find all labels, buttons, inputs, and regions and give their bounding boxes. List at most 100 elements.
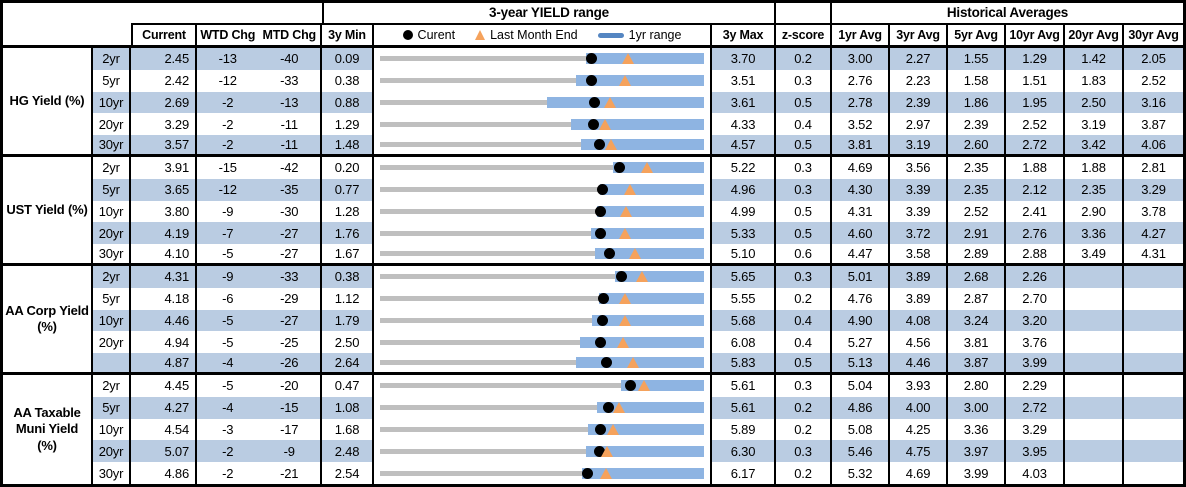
avg-value: 4.46 bbox=[890, 353, 948, 375]
header-empty-corner bbox=[3, 3, 131, 48]
range-bar-1yr bbox=[547, 96, 705, 108]
yield-range-chart bbox=[374, 331, 712, 354]
last-month-end-triangle-icon bbox=[619, 75, 632, 87]
avg-value: 5.32 bbox=[832, 462, 890, 484]
avg-value: 4.03 bbox=[1006, 462, 1065, 484]
range-track-3y bbox=[380, 448, 704, 454]
avg-value: 3.00 bbox=[832, 48, 890, 70]
range-bar-1yr bbox=[587, 423, 705, 435]
wtd-chg-value: -2 bbox=[222, 443, 234, 459]
column-header-10yr-avg: 10yr Avg bbox=[1006, 23, 1065, 48]
min-3y-value: 0.09 bbox=[322, 48, 374, 70]
range-bar-1yr bbox=[599, 293, 705, 305]
current-dot-icon bbox=[625, 380, 637, 392]
avg-value bbox=[1124, 353, 1183, 375]
mtd-chg-value: -27 bbox=[280, 225, 299, 241]
avg-value: 3.19 bbox=[890, 135, 948, 157]
last-month-end-triangle-icon bbox=[618, 314, 631, 326]
avg-value: 3.95 bbox=[1006, 440, 1065, 463]
avg-value: 3.58 bbox=[890, 244, 948, 266]
table-grid: 3-year YIELD range Historical Averages C… bbox=[3, 3, 1183, 484]
avg-value: 3.81 bbox=[948, 331, 1006, 354]
range-track-3y bbox=[380, 296, 704, 302]
range-track-3y bbox=[380, 142, 704, 148]
min-3y-value: 1.29 bbox=[322, 113, 374, 136]
current-value: 3.91 bbox=[131, 156, 197, 179]
mtd-chg-value: -20 bbox=[280, 378, 299, 394]
avg-value: 4.76 bbox=[832, 287, 890, 310]
avg-value: 4.56 bbox=[890, 331, 948, 354]
avg-value: 4.90 bbox=[832, 309, 890, 332]
min-3y-value: 0.47 bbox=[322, 374, 374, 397]
max-3y-value: 4.99 bbox=[712, 200, 776, 223]
avg-value: 2.78 bbox=[832, 91, 890, 114]
avg-value bbox=[1065, 265, 1124, 288]
wtd-chg-value: -13 bbox=[218, 51, 237, 67]
avg-value: 3.89 bbox=[890, 265, 948, 288]
avg-value: 4.27 bbox=[1124, 222, 1183, 245]
wtd-mtd-cell: -2 -13 bbox=[197, 91, 322, 114]
current-dot-icon bbox=[596, 314, 608, 326]
z-score-value: 0.3 bbox=[776, 156, 832, 179]
avg-value: 2.76 bbox=[832, 69, 890, 92]
yield-range-chart bbox=[374, 418, 712, 441]
tenor-label: 5yr bbox=[93, 178, 131, 201]
row-group-label: UST Yield (%) bbox=[3, 156, 93, 266]
avg-value: 5.27 bbox=[832, 331, 890, 354]
avg-value: 2.29 bbox=[1006, 374, 1065, 397]
wtd-mtd-cell: -9 -33 bbox=[197, 265, 322, 288]
avg-value: 3.16 bbox=[1124, 91, 1183, 114]
current-value: 4.27 bbox=[131, 396, 197, 419]
wtd-chg-value: -12 bbox=[218, 73, 237, 89]
avg-value: 5.46 bbox=[832, 440, 890, 463]
range-bar-icon bbox=[597, 32, 624, 38]
yield-range-chart bbox=[374, 309, 712, 332]
wtd-chg-value: -5 bbox=[222, 246, 234, 262]
avg-value: 1.51 bbox=[1006, 69, 1065, 92]
column-header-30yr-avg: 30yr Avg bbox=[1124, 23, 1183, 48]
avg-value: 1.88 bbox=[1006, 156, 1065, 179]
wtd-mtd-cell: -7 -27 bbox=[197, 222, 322, 245]
current-dot-icon bbox=[597, 184, 609, 196]
mtd-chg-value: -13 bbox=[280, 94, 299, 110]
current-value: 3.80 bbox=[131, 200, 197, 223]
wtd-chg-value: -2 bbox=[222, 116, 234, 132]
row-group-label: HG Yield (%) bbox=[3, 48, 93, 157]
min-3y-value: 1.12 bbox=[322, 287, 374, 310]
avg-value: 4.75 bbox=[890, 440, 948, 463]
tenor-label: 20yr bbox=[93, 113, 131, 136]
mtd-chg-value: -25 bbox=[280, 334, 299, 350]
min-3y-value: 2.54 bbox=[322, 462, 374, 484]
avg-value: 3.56 bbox=[890, 156, 948, 179]
yield-range-chart bbox=[374, 440, 712, 463]
tenor-label: 30yr bbox=[93, 462, 131, 484]
current-value: 4.45 bbox=[131, 374, 197, 397]
range-bar-1yr bbox=[585, 53, 705, 65]
mtd-chg-value: -21 bbox=[280, 465, 299, 481]
current-value: 4.31 bbox=[131, 265, 197, 288]
current-value: 4.19 bbox=[131, 222, 197, 245]
z-score-value: 0.4 bbox=[776, 309, 832, 332]
yield-range-chart bbox=[374, 353, 712, 375]
column-header-1yr-avg: 1yr Avg bbox=[832, 23, 890, 48]
mtd-chg-value: -27 bbox=[280, 312, 299, 328]
last-month-end-triangle-icon bbox=[599, 467, 612, 479]
avg-value: 3.87 bbox=[1141, 116, 1166, 132]
tenor-label: 10yr bbox=[93, 418, 131, 441]
current-dot-icon bbox=[601, 357, 612, 369]
current-dot-icon bbox=[581, 467, 593, 479]
avg-value: 4.47 bbox=[832, 244, 890, 266]
range-bar-1yr bbox=[613, 162, 705, 174]
z-score-value: 0.5 bbox=[776, 91, 832, 114]
avg-value: 2.81 bbox=[1141, 160, 1166, 176]
min-3y-value: 1.67 bbox=[322, 244, 374, 266]
avg-value: 2.90 bbox=[1065, 200, 1124, 223]
wtd-mtd-cell: -4 -26 bbox=[197, 353, 322, 375]
avg-value: 3.49 bbox=[1065, 244, 1124, 266]
last-month-end-triangle-icon bbox=[604, 96, 617, 108]
range-track-3y bbox=[380, 317, 704, 323]
tenor-label: 10yr bbox=[93, 91, 131, 114]
tenor-label: 2yr bbox=[93, 156, 131, 179]
z-score-value: 0.2 bbox=[776, 418, 832, 441]
wtd-chg-value: -2 bbox=[222, 94, 234, 110]
